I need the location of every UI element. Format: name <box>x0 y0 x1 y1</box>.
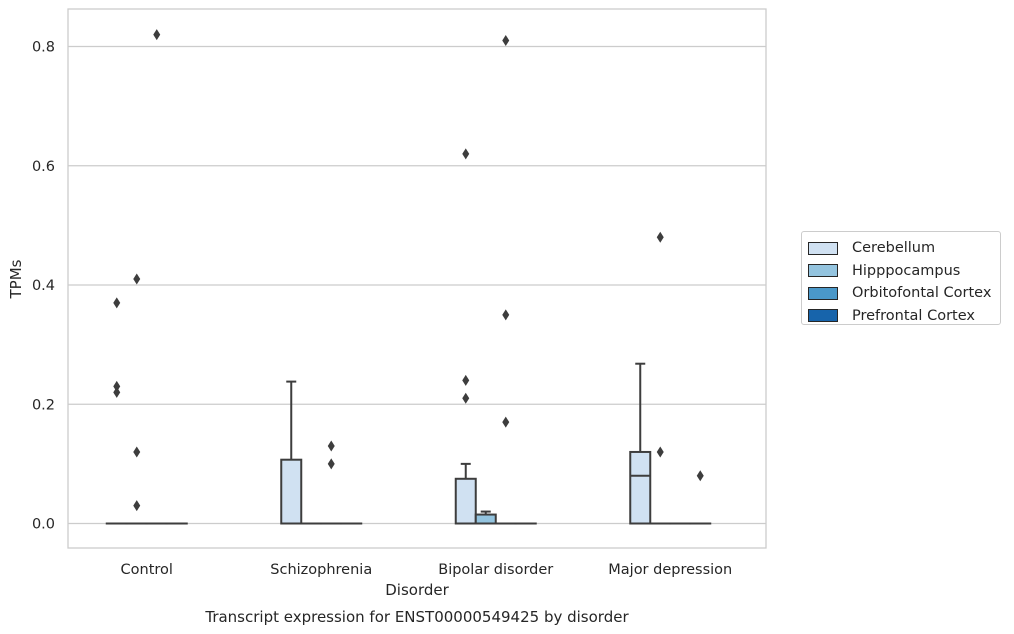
outlier-point <box>462 374 470 386</box>
box-1-0 <box>280 380 303 525</box>
legend-item-orbitofrontal-cortex: Orbitofontal Cortex <box>808 282 1000 305</box>
x-axis-label: Disorder <box>385 581 449 599</box>
legend-label-cerebellum: Cerebellum <box>852 240 936 257</box>
y-tick-label: 0.6 <box>32 159 55 175</box>
outlier-point <box>133 446 141 458</box>
outlier-point <box>502 35 510 47</box>
outlier-point <box>462 392 470 404</box>
y-tick-label: 0.4 <box>32 278 55 294</box>
x-tick-label: Control <box>121 562 173 578</box>
outlier-point <box>153 29 161 41</box>
legend-label-orbitofrontal-cortex: Orbitofontal Cortex <box>852 285 992 302</box>
box-0-2 <box>145 29 168 525</box>
legend: Cerebellum Hipppocampus Orbitofontal Cor… <box>801 231 1001 325</box>
box-0-1 <box>125 273 148 525</box>
y-axis-label: TPMs <box>7 259 25 299</box>
x-tick-label: Schizophrenia <box>270 562 372 578</box>
chart-title: Transcript expression for ENST0000054942… <box>204 608 629 626</box>
box-body <box>629 450 652 525</box>
box-0-0 <box>105 297 128 525</box>
y-tick-label: 0.8 <box>32 40 55 56</box>
y-tick-label: 0.2 <box>32 397 55 413</box>
outlier-point <box>502 309 510 321</box>
legend-item-cerebellum: Cerebellum <box>808 237 1000 260</box>
legend-swatch-cerebellum <box>808 241 838 255</box>
outlier-point <box>502 416 510 428</box>
legend-swatch-prefrontal-cortex <box>808 309 838 323</box>
box-1-2 <box>320 440 343 525</box>
y-tick-label: 0.0 <box>32 517 55 533</box>
legend-label-prefrontal-cortex: Prefrontal Cortex <box>852 307 975 324</box>
outlier-point <box>133 273 141 285</box>
outlier-point <box>133 500 141 512</box>
outlier-point <box>696 470 704 482</box>
box-3-3 <box>689 470 712 525</box>
y-tick-labels: 0.0 0.2 0.4 0.6 0.8 <box>32 40 55 533</box>
outlier-point <box>327 458 335 470</box>
outlier-point <box>113 386 121 398</box>
box-3-0 <box>629 362 652 525</box>
box-body <box>454 477 477 525</box>
box-marks <box>105 29 712 525</box>
legend-label-hippocampus: Hipppocampus <box>852 262 961 279</box>
legend-item-hippocampus: Hipppocampus <box>808 260 1000 283</box>
legend-swatch-hippocampus <box>808 264 838 278</box>
box-2-0 <box>454 148 477 525</box>
x-tick-label: Bipolar disorder <box>438 562 553 578</box>
box-body <box>280 458 303 525</box>
box-3-1 <box>649 231 672 525</box>
box-2-2 <box>494 35 517 525</box>
x-tick-label: Major depression <box>608 562 732 578</box>
outlier-point <box>656 231 664 243</box>
outlier-point <box>656 446 664 458</box>
outlier-point <box>327 440 335 452</box>
legend-swatch-orbitofrontal-cortex <box>808 286 838 300</box>
outlier-point <box>113 380 121 392</box>
box-2-1 <box>474 510 497 525</box>
plot-frame <box>67 8 767 549</box>
outlier-point <box>462 148 470 160</box>
box-body <box>474 513 497 525</box>
outlier-point <box>113 297 121 309</box>
legend-item-prefrontal-cortex: Prefrontal Cortex <box>808 305 1000 328</box>
x-tick-labels: Control Schizophrenia Bipolar disorder Majo… <box>121 562 733 578</box>
